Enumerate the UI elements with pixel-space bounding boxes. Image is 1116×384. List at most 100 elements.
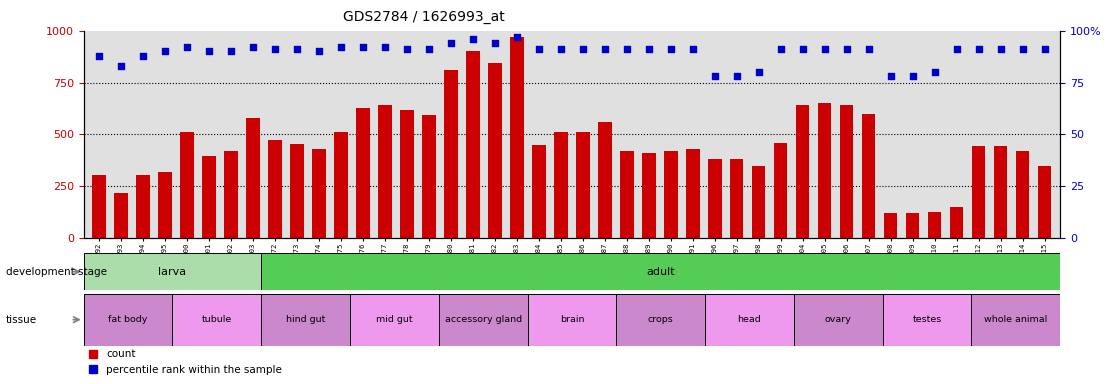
Point (310, 48, 328, 55)
Bar (884, 213, 897, 238)
Bar (1038, 166, 1051, 238)
Bar (528, 294, 616, 346)
Bar (972, 146, 985, 238)
Point (992, 46, 1010, 53)
Bar (136, 175, 150, 238)
Bar (401, 109, 414, 238)
Bar (84, 294, 173, 346)
Bar (532, 145, 546, 238)
Bar (350, 294, 439, 346)
Bar (793, 294, 883, 346)
Text: testes: testes (913, 315, 942, 324)
Point (772, 46, 790, 53)
Text: head: head (738, 315, 761, 324)
Text: fat body: fat body (108, 315, 147, 324)
Bar (840, 105, 854, 238)
Text: ovary: ovary (825, 315, 852, 324)
Bar (883, 294, 971, 346)
Point (487, 40, 504, 46)
Point (266, 46, 283, 53)
Bar (775, 143, 788, 238)
Point (596, 46, 614, 53)
Bar (356, 108, 369, 238)
Bar (797, 105, 809, 238)
Bar (93, 175, 106, 238)
Bar (181, 132, 194, 238)
Bar (929, 212, 942, 238)
Point (222, 48, 240, 55)
Point (90, 53, 108, 59)
Point (618, 46, 636, 53)
Bar (335, 132, 347, 238)
Bar (686, 149, 700, 238)
Point (793, 46, 811, 53)
Text: development stage: development stage (6, 266, 107, 277)
Text: crops: crops (648, 315, 674, 324)
Point (354, 44, 372, 50)
Point (838, 46, 856, 53)
Text: tissue: tissue (6, 314, 37, 325)
Bar (158, 172, 172, 238)
Point (662, 46, 680, 53)
Point (134, 53, 152, 59)
Point (926, 69, 944, 75)
Point (376, 44, 394, 50)
Bar (752, 166, 766, 238)
Bar (115, 194, 127, 238)
Bar (444, 70, 458, 238)
Bar (818, 103, 831, 238)
Bar (84, 253, 261, 290)
Point (904, 73, 922, 79)
Bar (598, 122, 612, 238)
Point (684, 46, 702, 53)
Text: GDS2784 / 1626993_at: GDS2784 / 1626993_at (344, 10, 504, 23)
Bar (439, 294, 528, 346)
Point (860, 46, 878, 53)
Point (508, 34, 526, 40)
Bar (247, 118, 260, 238)
Bar (705, 294, 793, 346)
Text: whole animal: whole animal (984, 315, 1048, 324)
Point (288, 46, 306, 53)
Point (442, 40, 460, 46)
Text: brain: brain (560, 315, 584, 324)
Point (706, 73, 724, 79)
Text: accessory gland: accessory gland (444, 315, 522, 324)
Bar (261, 253, 1060, 290)
Bar (730, 159, 743, 238)
Point (179, 44, 196, 50)
Point (882, 73, 899, 79)
Bar (643, 153, 655, 238)
Point (639, 46, 657, 53)
Point (552, 46, 570, 53)
Bar (269, 139, 281, 238)
Point (530, 46, 548, 53)
Text: mid gut: mid gut (376, 315, 413, 324)
Text: larva: larva (158, 266, 186, 277)
Point (244, 44, 262, 50)
Bar (709, 159, 722, 238)
Bar (863, 114, 875, 238)
Legend: count, percentile rank within the sample: count, percentile rank within the sample (84, 345, 287, 379)
Point (728, 73, 745, 79)
Bar (616, 294, 705, 346)
Point (420, 46, 437, 53)
Bar (378, 105, 392, 238)
Bar (489, 63, 501, 238)
Bar (971, 294, 1060, 346)
Point (1013, 46, 1031, 53)
Point (113, 63, 131, 69)
Point (816, 46, 834, 53)
Bar (950, 207, 963, 238)
Bar (290, 144, 304, 238)
Point (1036, 46, 1054, 53)
Text: tubule: tubule (202, 315, 232, 324)
Text: adult: adult (646, 266, 675, 277)
Bar (173, 294, 261, 346)
Bar (261, 294, 350, 346)
Point (970, 46, 988, 53)
Bar (422, 115, 435, 238)
Point (947, 46, 965, 53)
Bar (994, 146, 1008, 238)
Bar (202, 156, 215, 238)
